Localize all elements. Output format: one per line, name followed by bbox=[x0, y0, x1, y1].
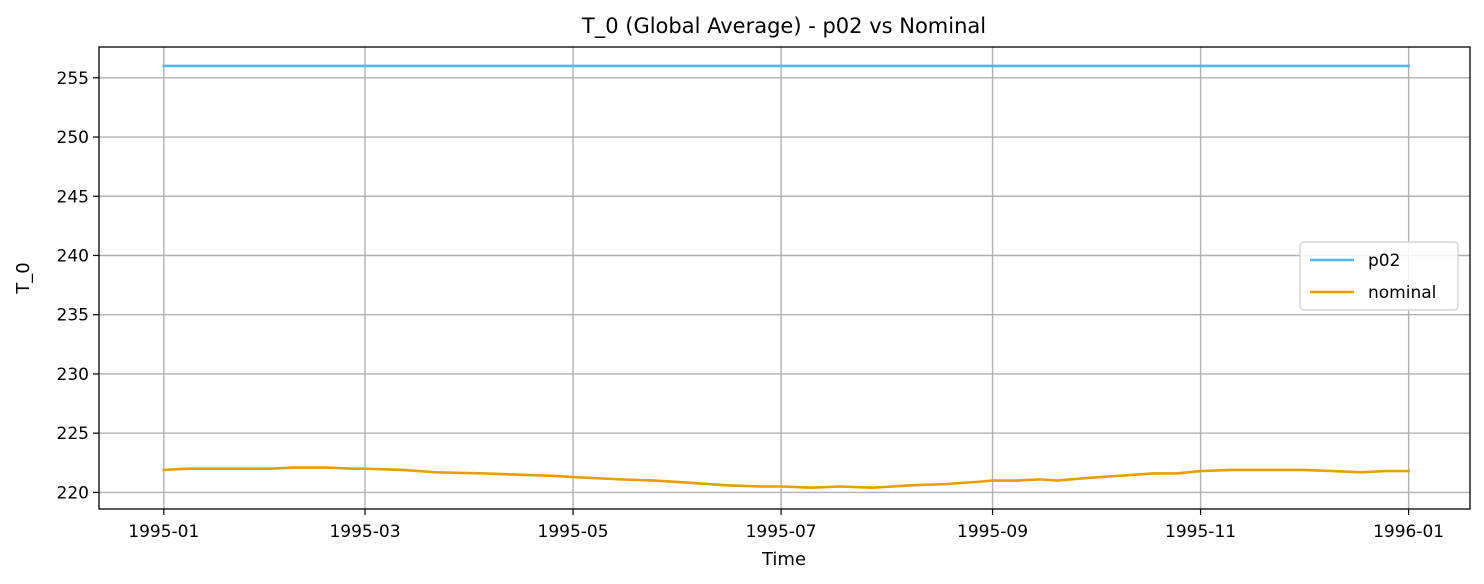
y-tick-label: 240 bbox=[57, 246, 89, 266]
series-layer bbox=[162, 64, 1410, 489]
y-tick-label: 225 bbox=[57, 424, 89, 444]
y-tick-label: 230 bbox=[57, 365, 89, 385]
x-tick-label: 1995-01 bbox=[128, 522, 199, 542]
chart-title: T_0 (Global Average) - p02 vs Nominal bbox=[581, 14, 986, 39]
y-tick-label: 235 bbox=[57, 306, 89, 326]
x-tick-label: 1995-03 bbox=[329, 522, 400, 542]
legend: p02 nominal bbox=[1299, 241, 1459, 311]
y-tick-label: 250 bbox=[57, 128, 89, 148]
x-tick-label: 1996-01 bbox=[1373, 522, 1444, 542]
legend-label-nominal: nominal bbox=[1368, 283, 1436, 303]
x-tick-label: 1995-05 bbox=[538, 522, 609, 542]
y-tick-label: 255 bbox=[57, 69, 89, 89]
x-tick-label: 1995-09 bbox=[957, 522, 1028, 542]
y-tick-label: 220 bbox=[57, 483, 89, 503]
y-tick-label: 245 bbox=[57, 187, 89, 207]
plot-frame bbox=[98, 46, 1471, 510]
x-axis-label: Time bbox=[761, 549, 806, 570]
x-tick-label: 1995-11 bbox=[1165, 522, 1236, 542]
series-line-nominal bbox=[162, 466, 1410, 489]
grid-layer bbox=[99, 47, 1470, 509]
tick-layer: 1995-01 1995-03 1995-05 1995-07 1995-09 1995-… bbox=[57, 69, 1445, 542]
y-axis-label: T_0 bbox=[13, 262, 34, 294]
x-tick-label: 1995-07 bbox=[746, 522, 817, 542]
legend-label-p02: p02 bbox=[1368, 251, 1400, 271]
